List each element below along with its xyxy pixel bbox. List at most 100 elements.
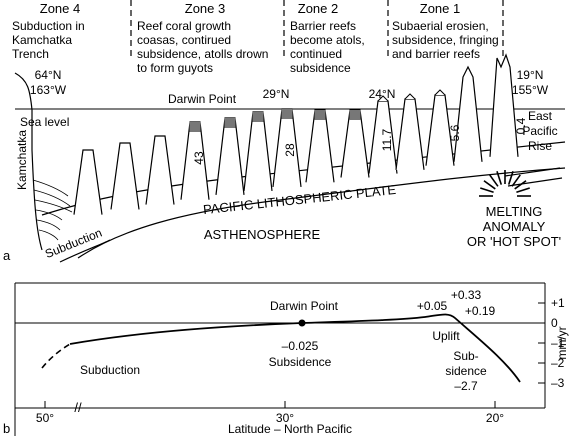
ray — [483, 180, 496, 190]
label: b — [3, 421, 10, 436]
age-label: 28 — [283, 143, 297, 157]
reef-cap — [377, 95, 389, 102]
rate-curve-dashed — [41, 343, 71, 369]
zone-description: to form guyots — [137, 61, 213, 75]
seamount — [110, 142, 140, 210]
label: Subduction — [80, 363, 140, 377]
zone-description: Reef coral growth — [137, 19, 231, 33]
label: 19°N — [517, 68, 544, 82]
ray — [516, 187, 530, 194]
label: Uplift — [432, 329, 460, 343]
seamounts — [73, 53, 519, 215]
y-tick-label: –1 — [551, 336, 565, 350]
label: –0.025 — [282, 339, 319, 353]
zone-description: coasas, contirued — [137, 33, 231, 47]
reef-cap — [404, 93, 416, 100]
seamount — [453, 65, 483, 162]
age-label: 0.4 — [514, 117, 528, 134]
label: East — [528, 109, 553, 123]
zone-description: Kamchatka — [12, 33, 72, 47]
label: +0.19 — [465, 304, 496, 318]
label: +0.33 — [451, 288, 482, 302]
zone-description: subsidence, atolls drown — [137, 47, 268, 61]
label: 29°N — [263, 87, 290, 101]
reef-cap — [189, 122, 201, 132]
y-tick-label: –3 — [551, 376, 565, 390]
label: +0.05 — [417, 299, 448, 313]
ray — [514, 180, 527, 190]
x-tick-label: 30° — [276, 411, 294, 425]
slab — [59, 239, 111, 263]
label: Sea level — [20, 115, 69, 129]
ray — [511, 174, 521, 187]
label: mm/yr — [555, 326, 569, 359]
reef-cap — [224, 118, 236, 128]
seamount — [215, 117, 245, 195]
x-tick-label: 50° — [36, 411, 54, 425]
reef-cap — [314, 110, 326, 120]
coast — [14, 72, 43, 251]
label: ASTHENOSPHERE — [204, 227, 321, 242]
zone-description: Subduction in — [12, 19, 85, 33]
y-tick-label: 0 — [551, 316, 558, 330]
y-tick-label: –2 — [551, 356, 565, 370]
reef-cap — [349, 110, 361, 120]
seamount — [73, 149, 103, 215]
label: a — [3, 248, 11, 263]
plate-bottom — [77, 167, 566, 259]
label: // — [74, 400, 82, 415]
seamount — [340, 109, 370, 178]
label: Darwin Point — [270, 299, 339, 313]
zone-title: Zone 1 — [420, 1, 460, 16]
seamount — [489, 53, 519, 157]
label: Rise — [528, 139, 552, 153]
age-label: 11.7 — [380, 128, 394, 151]
x-tick-label: 20° — [486, 411, 504, 425]
age-label: 5.6 — [448, 124, 462, 141]
label: 155°W — [512, 83, 549, 97]
zone-description: Subaerial erosien, — [392, 19, 489, 33]
zone-description: Trench — [12, 47, 49, 61]
label: Sub- — [453, 349, 478, 363]
trench-hatching — [32, 179, 73, 241]
seamount — [395, 98, 425, 170]
darwin-point-dot — [298, 319, 306, 327]
seamount — [305, 109, 335, 183]
label: MELTING — [486, 204, 543, 219]
ray — [489, 174, 499, 187]
reef-cap — [281, 109, 293, 119]
age-label: 43 — [192, 151, 206, 165]
reef-cap — [434, 89, 446, 96]
label: Darwin Point — [168, 92, 237, 106]
label: Pacific — [522, 124, 557, 138]
rate-curve — [69, 313, 521, 383]
seamount — [145, 135, 175, 205]
label: Latitude – North Pacific — [228, 422, 352, 436]
label: ANOMALY — [483, 219, 546, 234]
zone-title: Zone 4 — [40, 1, 80, 16]
ray — [480, 187, 494, 194]
seamount — [243, 111, 273, 192]
ray — [496, 171, 503, 185]
zone-description: become atols, — [290, 33, 365, 47]
ray — [507, 171, 514, 185]
zone-title: Zone 3 — [185, 1, 225, 16]
zone-description: subsidence, fringing — [392, 33, 499, 47]
label: 64°N — [35, 68, 62, 82]
ridge — [504, 167, 563, 187]
label: sidence — [445, 364, 487, 378]
label: 163°W — [30, 83, 67, 97]
zone-description: and barrier reefs — [392, 47, 480, 61]
label: 24°N — [369, 87, 396, 101]
zone-description: Barrier reefs — [290, 19, 356, 33]
hot-spot-rays — [479, 170, 531, 197]
ticks — [44, 302, 545, 408]
label: Kamchatka — [15, 130, 29, 190]
reef-cap — [252, 112, 264, 122]
zone-description: subsidence — [290, 61, 351, 75]
label: –2.7 — [454, 379, 478, 393]
label: Subsidence — [269, 355, 332, 369]
label: OR 'HOT SPOT' — [467, 234, 561, 249]
y-tick-label: +1 — [551, 296, 565, 310]
